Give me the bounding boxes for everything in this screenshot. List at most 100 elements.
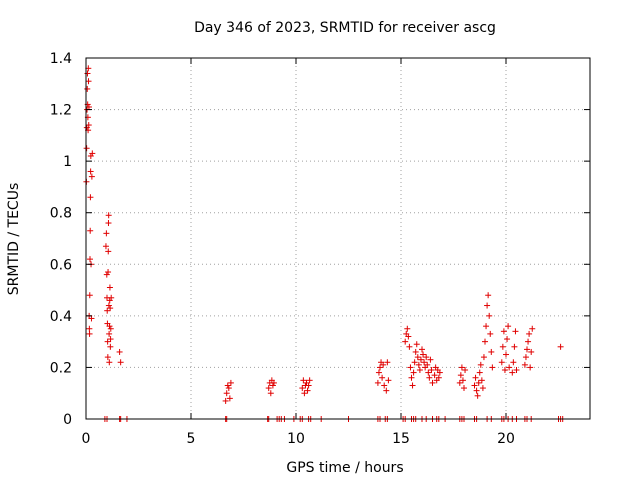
data-point — [521, 361, 528, 368]
data-point — [420, 351, 427, 358]
x-tick-label: 15 — [392, 431, 410, 447]
data-point — [503, 351, 509, 358]
data-point — [385, 377, 392, 384]
data-point — [458, 364, 465, 371]
data-point — [106, 323, 113, 330]
data-point — [226, 395, 233, 402]
data-point — [421, 359, 428, 366]
data-point — [474, 392, 481, 399]
data-point — [473, 387, 480, 394]
data-point — [103, 271, 110, 278]
data-point — [84, 85, 91, 92]
y-tick-label: 0.4 — [50, 309, 72, 325]
data-point — [425, 369, 432, 376]
data-point — [483, 323, 490, 330]
data-point — [102, 243, 109, 250]
data-point — [269, 382, 276, 389]
data-point — [105, 212, 112, 219]
data-point — [84, 70, 91, 77]
y-tick-label: 0.2 — [50, 360, 72, 376]
data-point — [501, 367, 508, 374]
data-point — [402, 338, 409, 345]
data-point — [478, 377, 485, 384]
data-point — [522, 354, 529, 361]
data-point — [461, 385, 467, 392]
data-point — [486, 312, 493, 319]
data-point — [419, 346, 425, 353]
data-point — [526, 330, 533, 337]
data-point — [270, 379, 277, 386]
data-point — [379, 374, 386, 381]
data-point — [512, 328, 519, 335]
data-point — [117, 359, 124, 366]
data-point — [407, 364, 414, 371]
data-point — [374, 379, 381, 386]
y-tick-label: 1.4 — [50, 51, 72, 67]
x-tick-labels: 0 5 10 15 20 — [82, 431, 515, 447]
data-point — [513, 367, 520, 374]
data-point — [477, 361, 484, 368]
x-tick-label: 0 — [82, 431, 91, 447]
data-point — [87, 152, 94, 159]
data-point — [487, 330, 494, 337]
data-point — [106, 297, 113, 304]
data-point — [87, 227, 94, 234]
data-point — [462, 367, 469, 374]
data-point — [225, 385, 232, 392]
data-point — [301, 390, 308, 397]
data-point — [416, 367, 423, 374]
data-point — [489, 364, 496, 371]
data-points — [83, 65, 566, 422]
data-point — [429, 379, 436, 386]
data-point — [471, 382, 478, 389]
data-point — [381, 382, 388, 389]
data-point — [480, 354, 487, 361]
data-point — [86, 256, 93, 263]
data-point — [108, 294, 115, 301]
data-point — [85, 103, 92, 110]
data-point — [300, 377, 307, 384]
data-point — [116, 348, 123, 355]
data-point — [456, 379, 463, 386]
y-tick-label: 0 — [63, 412, 72, 428]
data-point — [88, 315, 95, 322]
data-point — [510, 359, 517, 366]
data-point — [375, 369, 382, 376]
y-tick-label: 1 — [63, 154, 72, 170]
data-point — [525, 338, 532, 345]
data-point — [405, 333, 412, 340]
data-point — [413, 341, 420, 348]
data-point — [384, 359, 391, 366]
data-point — [86, 292, 93, 299]
data-point — [224, 382, 231, 389]
x-tick-label: 20 — [497, 431, 515, 447]
data-point — [482, 338, 488, 345]
data-point — [511, 343, 518, 350]
data-point — [404, 325, 411, 332]
data-point — [267, 390, 274, 397]
data-point — [475, 379, 482, 386]
data-point — [299, 385, 306, 392]
data-point — [485, 292, 492, 299]
y-tick-label: 0.6 — [50, 257, 72, 273]
data-point — [87, 168, 94, 175]
data-point — [87, 194, 94, 201]
axis-ticks — [85, 57, 590, 420]
data-point — [222, 397, 229, 404]
data-point — [86, 325, 93, 332]
data-point — [414, 354, 421, 361]
grid-lines — [86, 58, 590, 419]
data-point — [377, 364, 383, 371]
data-point — [498, 359, 505, 366]
data-point — [499, 343, 506, 350]
data-point — [415, 361, 422, 368]
data-point — [423, 354, 430, 361]
data-point — [524, 346, 530, 353]
data-point — [476, 369, 483, 376]
data-point — [105, 302, 112, 309]
data-point — [527, 364, 534, 371]
data-point — [509, 369, 516, 376]
x-tick-label: 5 — [187, 431, 196, 447]
data-point — [479, 385, 486, 392]
data-point — [380, 361, 387, 368]
